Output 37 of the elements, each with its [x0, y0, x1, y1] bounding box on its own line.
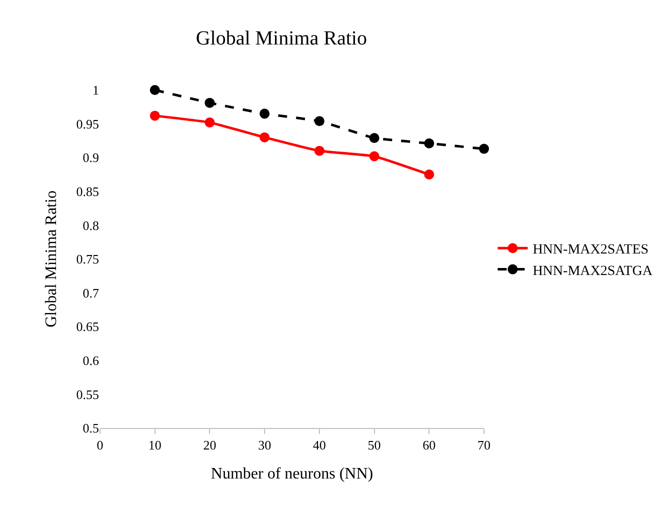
y-tick-label: 0.55	[76, 386, 99, 402]
y-tick-label: 1	[92, 82, 99, 98]
point	[369, 151, 380, 162]
x-tick-label: 0	[96, 438, 104, 453]
y-tick-label: 0.9	[82, 150, 99, 166]
x-tick-label: 70	[478, 438, 490, 453]
chart-title: Global Minima Ratio	[196, 27, 367, 50]
y-tick-label: 0.8	[82, 218, 99, 233]
point	[204, 117, 215, 128]
legend-label: HNN-MAX2SATES	[532, 242, 649, 258]
y-tick-label: 0.65	[76, 319, 99, 334]
point	[424, 138, 434, 148]
y-axis-title: Global Minima Ratio	[43, 190, 60, 328]
legend-label: HNN-MAX2SATGA	[532, 264, 654, 279]
x-tick-label: 40	[312, 438, 326, 453]
y-tick-label: 0.85	[76, 184, 99, 199]
point	[479, 144, 489, 154]
x-tick-label: 10	[148, 438, 162, 453]
y-tick-label: 0.95	[76, 116, 99, 132]
point	[150, 85, 160, 95]
x-tick-label: 20	[203, 438, 216, 453]
point	[260, 132, 270, 142]
point	[260, 108, 270, 119]
point	[314, 116, 324, 126]
y-tick-label: 0.75	[76, 252, 99, 267]
point	[424, 170, 434, 180]
point	[369, 133, 380, 143]
x-tick-label: 60	[422, 438, 436, 453]
y-tick-label: 0.5	[82, 420, 99, 436]
y-tick-label: 0.7	[82, 285, 100, 300]
point	[314, 146, 324, 156]
x-tick-label: 50	[368, 438, 381, 453]
x-axis-title: Number of neurons (NN)	[210, 465, 374, 482]
y-tick-label: 0.6	[82, 352, 100, 368]
point	[150, 110, 160, 121]
point	[204, 98, 215, 108]
x-tick-label: 30	[258, 438, 272, 453]
